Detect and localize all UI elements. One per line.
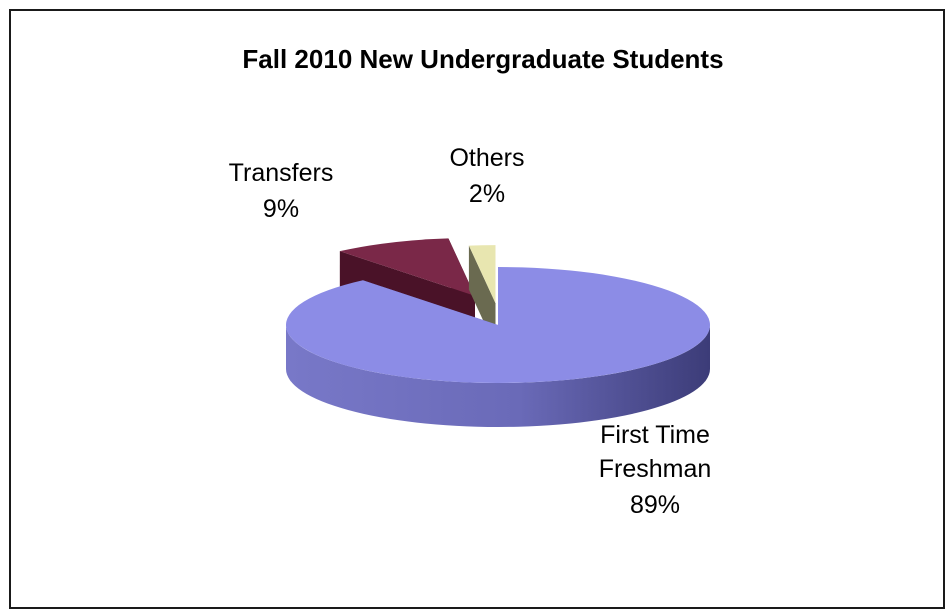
pie-slice-2-top [468,245,496,304]
pie-slice-2-value-label: 2% [469,180,505,208]
pie-slice-1-label: Transfers [229,159,334,187]
pie-slice-0-top [286,267,711,384]
pie-slice-2-wall-start [468,245,496,348]
pie-slice-2 [468,245,496,348]
pie-slice-0-label: Freshman [599,455,712,483]
chart-frame [9,9,945,609]
pie-slice-0-label: First Time [600,421,710,449]
chart-title: Fall 2010 New Undergraduate Students [242,44,724,74]
pie-slice-0-value-label: 89% [630,491,680,519]
pie-slice-0 [286,267,711,427]
pie-slice-1-top [339,238,475,296]
pie-slice-0-side [286,325,710,427]
pie-slice-2-label: Others [449,144,524,172]
pie-slice-1-value-label: 9% [263,195,299,223]
